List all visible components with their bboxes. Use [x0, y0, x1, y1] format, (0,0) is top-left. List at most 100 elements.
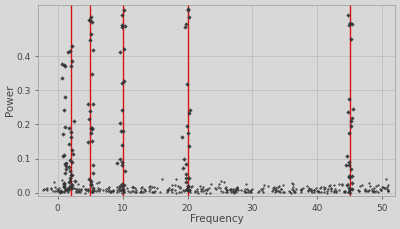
- Point: [231, 189, 237, 193]
- Point: [74, 190, 81, 194]
- Point: [104, 186, 111, 190]
- Point: [63, 164, 69, 167]
- Point: [243, 190, 249, 194]
- Point: [348, 124, 354, 128]
- Point: [146, 189, 152, 193]
- Point: [58, 62, 65, 66]
- Point: [70, 152, 77, 155]
- Point: [348, 167, 354, 171]
- Point: [382, 186, 388, 190]
- Point: [228, 190, 235, 194]
- Point: [58, 189, 65, 193]
- Point: [378, 188, 385, 192]
- Point: [290, 188, 296, 191]
- Point: [228, 188, 235, 192]
- Point: [121, 188, 127, 192]
- Point: [65, 187, 72, 191]
- Point: [62, 95, 68, 98]
- Point: [243, 188, 250, 191]
- Point: [86, 177, 93, 181]
- Point: [381, 186, 387, 190]
- Point: [90, 189, 96, 193]
- Point: [60, 154, 66, 157]
- Point: [138, 189, 145, 193]
- Point: [218, 189, 224, 193]
- Point: [274, 185, 281, 188]
- Point: [68, 64, 74, 68]
- Point: [66, 180, 72, 184]
- Point: [376, 187, 383, 191]
- Point: [341, 190, 348, 194]
- Point: [61, 153, 67, 157]
- Point: [62, 188, 68, 191]
- Point: [321, 187, 327, 191]
- Point: [345, 110, 351, 114]
- Point: [110, 189, 116, 193]
- Point: [327, 189, 334, 193]
- Point: [233, 188, 239, 192]
- Point: [309, 191, 316, 194]
- Point: [114, 190, 120, 194]
- Point: [274, 190, 281, 193]
- Point: [119, 143, 125, 147]
- Point: [119, 164, 126, 167]
- Point: [186, 188, 193, 192]
- Point: [118, 13, 125, 17]
- Point: [66, 49, 73, 53]
- Point: [118, 185, 125, 189]
- Point: [248, 188, 254, 192]
- Point: [233, 190, 239, 194]
- Point: [213, 187, 219, 191]
- Point: [369, 187, 376, 191]
- Point: [259, 188, 265, 192]
- Point: [172, 188, 178, 192]
- Point: [74, 187, 80, 191]
- Point: [314, 190, 321, 193]
- Point: [156, 190, 163, 193]
- Point: [154, 186, 160, 190]
- Point: [165, 188, 171, 192]
- Point: [65, 50, 71, 54]
- Point: [59, 76, 66, 80]
- Point: [61, 108, 67, 111]
- Point: [121, 190, 128, 194]
- Point: [132, 186, 138, 190]
- Point: [235, 188, 242, 191]
- Point: [244, 190, 251, 194]
- Point: [120, 129, 126, 133]
- Point: [82, 188, 89, 192]
- Point: [203, 191, 209, 194]
- Point: [320, 185, 327, 189]
- Point: [96, 180, 102, 184]
- Point: [118, 191, 125, 194]
- Point: [99, 188, 106, 191]
- Point: [103, 189, 109, 193]
- Point: [73, 190, 79, 193]
- Point: [365, 189, 371, 193]
- Point: [261, 183, 267, 187]
- Point: [346, 174, 352, 177]
- Point: [286, 189, 292, 192]
- Point: [325, 187, 332, 191]
- Point: [287, 191, 294, 194]
- Point: [336, 182, 342, 186]
- Point: [83, 188, 89, 191]
- Point: [292, 191, 298, 194]
- Point: [66, 186, 72, 190]
- Point: [56, 191, 63, 194]
- Point: [321, 190, 327, 194]
- Point: [364, 189, 370, 193]
- Point: [346, 191, 353, 194]
- Point: [189, 184, 195, 188]
- Point: [88, 126, 94, 130]
- Point: [88, 131, 94, 135]
- Point: [249, 188, 255, 191]
- Point: [120, 187, 126, 191]
- Point: [339, 183, 346, 187]
- Point: [362, 189, 368, 193]
- Point: [118, 129, 124, 133]
- Point: [198, 187, 204, 190]
- Point: [273, 186, 280, 190]
- Point: [342, 189, 348, 193]
- Y-axis label: Power: Power: [5, 85, 15, 116]
